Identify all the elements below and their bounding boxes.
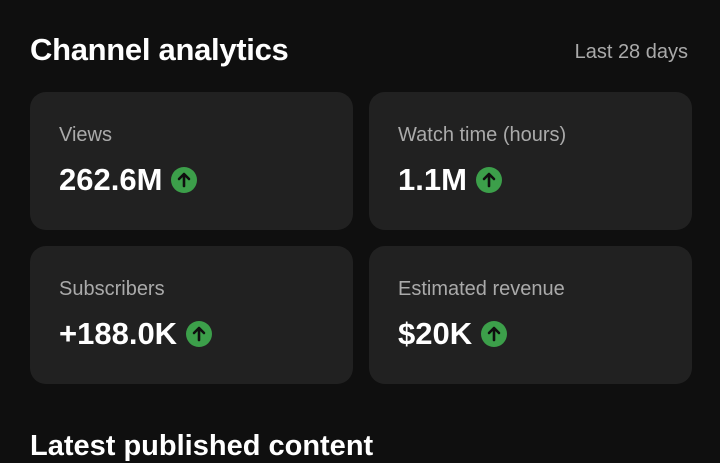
metric-card[interactable]: Subscribers +188.0K [30,246,353,384]
up-arrow-icon [475,167,502,193]
metric-row: +188.0K [59,316,213,352]
metric-card[interactable]: Views 262.6M [30,92,353,230]
metric-value: +188.0K [59,316,178,351]
metric-card[interactable]: Watch time (hours) 1.1M [369,92,692,230]
metric-value: 1.1M [398,162,467,197]
section-title: Latest published content [30,430,374,462]
page-title: Channel analytics [30,32,289,67]
metric-row: 262.6M [59,162,198,198]
up-arrow-icon [171,167,198,193]
metric-card[interactable]: Estimated revenue $20K [369,246,692,384]
metric-label: Views [59,124,112,146]
up-arrow-icon [186,321,213,347]
metric-row: 1.1M [398,162,502,198]
metric-row: $20K [398,316,508,352]
metric-label: Estimated revenue [398,278,565,300]
metric-label: Watch time (hours) [398,124,567,146]
metric-value: $20K [398,316,473,351]
period-selector[interactable]: Last 28 days [574,41,688,63]
metric-value: 262.6M [59,162,163,197]
up-arrow-icon [481,321,508,347]
metric-label: Subscribers [59,278,165,300]
